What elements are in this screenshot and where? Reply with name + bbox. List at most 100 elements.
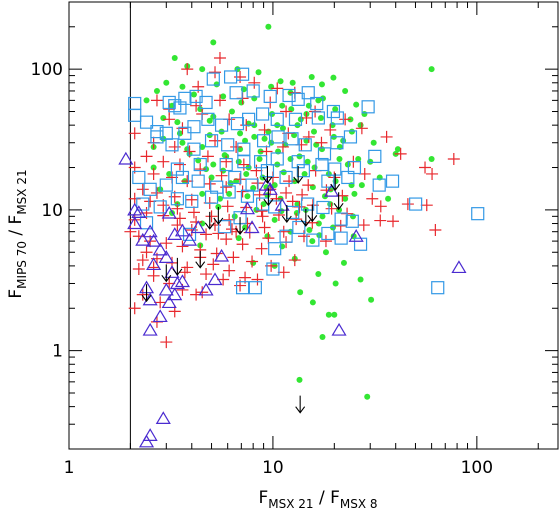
data-point-green-dot (237, 130, 244, 137)
data-point-upper-limit-arrow (161, 264, 172, 283)
data-point-blue-square (316, 200, 330, 215)
data-point-red-plus (420, 199, 433, 212)
data-point-blue-square (321, 174, 335, 188)
data-point-green-dot (166, 170, 173, 177)
data-point-green-dot (358, 182, 365, 189)
data-point-blue-square (330, 111, 344, 125)
data-point-purple-triangle (244, 220, 260, 234)
data-point-blue-square (191, 174, 205, 188)
data-point-red-plus (215, 169, 228, 182)
data-point-blue-square (204, 190, 219, 204)
data-point-red-plus (187, 206, 200, 219)
data-point-blue-square (296, 164, 310, 178)
data-point-red-plus (154, 296, 167, 309)
data-point-blue-square (153, 200, 167, 214)
data-point-red-plus (181, 261, 194, 274)
data-point-blue-square (279, 170, 293, 185)
data-point-red-plus (178, 266, 191, 279)
data-point-blue-square (317, 147, 332, 161)
data-point-red-plus (325, 202, 338, 215)
data-point-green-dot (310, 128, 317, 135)
data-point-blue-square (270, 112, 284, 126)
data-point-red-plus (280, 186, 293, 199)
data-point-green-dot (428, 155, 435, 162)
data-point-red-plus (234, 70, 247, 83)
data-point-blue-square (228, 170, 242, 185)
data-point-red-plus (128, 302, 141, 315)
data-point-blue-square (187, 120, 201, 134)
data-point-red-plus (227, 251, 240, 264)
data-point-blue-square (431, 281, 445, 295)
data-point-blue-square (206, 72, 220, 86)
data-point-red-plus (401, 198, 414, 211)
data-point-red-plus (132, 263, 145, 276)
data-point-blue-square (246, 84, 260, 98)
data-point-purple-triangle (167, 287, 183, 301)
data-point-blue-square (310, 96, 324, 111)
data-point-red-plus (272, 208, 285, 221)
data-point-red-plus (302, 130, 315, 143)
data-point-blue-square (301, 197, 315, 211)
data-point-blue-square (168, 99, 182, 113)
data-point-blue-square (270, 152, 284, 166)
data-point-blue-square (221, 138, 235, 152)
data-point-blue-square (173, 101, 187, 115)
data-point-blue-square (330, 136, 344, 150)
data-point-green-dot (216, 195, 223, 202)
data-point-blue-square (204, 134, 219, 148)
data-point-purple-triangle (167, 227, 183, 240)
data-point-red-plus (163, 113, 176, 126)
data-point-green-dot (279, 243, 286, 250)
data-point-red-plus (290, 213, 303, 226)
data-point-purple-triangle (161, 205, 177, 219)
data-point-green-dot (271, 216, 278, 223)
data-point-purple-triangle (174, 274, 190, 288)
data-point-green-dot (269, 111, 276, 118)
data-point-upper-limit-arrow (300, 209, 311, 227)
data-point-green-dot (368, 296, 375, 303)
data-point-blue-square (268, 200, 282, 214)
data-point-green-dot (311, 164, 318, 171)
data-point-green-dot (315, 271, 322, 278)
data-point-green-dot (235, 158, 242, 165)
data-point-green-dot (174, 119, 181, 126)
data-point-purple-triangle (127, 216, 143, 230)
data-point-blue-square (291, 92, 305, 106)
y-axis-title: FMIPS 70 / FMSX 21 (6, 169, 29, 298)
data-point-red-plus (248, 76, 261, 89)
data-point-red-plus (250, 164, 263, 177)
data-point-green-dot (215, 203, 222, 210)
data-point-blue-square (298, 138, 312, 152)
data-point-blue-square (218, 220, 232, 234)
data-point-red-plus (213, 52, 226, 65)
data-point-red-plus (380, 130, 393, 143)
data-point-blue-square (235, 67, 250, 81)
data-point-blue-square (341, 170, 355, 185)
data-point-green-dot (199, 66, 206, 73)
data-point-green-dot (250, 259, 257, 266)
data-point-green-dot (279, 125, 286, 132)
data-point-green-dot (332, 106, 339, 113)
data-point-blue-square (282, 88, 296, 103)
data-point-blue-square (334, 212, 348, 226)
data-point-red-plus (419, 161, 432, 174)
data-point-red-plus (220, 155, 233, 168)
data-point-blue-square (345, 214, 359, 228)
data-point-red-plus (429, 223, 442, 236)
data-point-green-dot (296, 153, 303, 160)
data-point-red-plus (176, 240, 189, 253)
data-point-red-plus (255, 205, 268, 218)
data-point-red-plus (288, 254, 301, 267)
data-point-red-plus (387, 215, 400, 228)
data-point-blue-square (334, 231, 348, 245)
data-point-upper-limit-arrow (262, 165, 273, 184)
data-point-green-dot (357, 276, 364, 283)
data-point-red-plus (394, 147, 407, 160)
data-point-red-plus (173, 158, 186, 171)
data-point-green-dot (143, 97, 150, 104)
data-point-blue-square (150, 130, 164, 144)
data-point-blue-square (248, 281, 262, 295)
x-tick-label: 100 (461, 458, 493, 478)
data-point-green-dot (210, 113, 217, 120)
data-point-red-plus (324, 123, 337, 136)
